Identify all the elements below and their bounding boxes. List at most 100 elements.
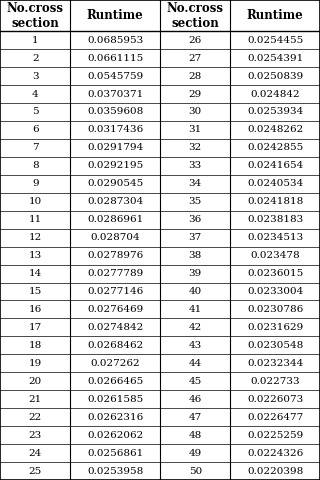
Text: 0.0261585: 0.0261585 <box>87 395 143 404</box>
Text: 0.0250839: 0.0250839 <box>247 72 303 81</box>
Text: 0.0545759: 0.0545759 <box>87 72 143 81</box>
Text: No.cross
section: No.cross section <box>167 1 224 30</box>
Text: 0.022733: 0.022733 <box>250 377 300 386</box>
Text: 9: 9 <box>32 180 38 188</box>
Text: 0.0240534: 0.0240534 <box>247 180 303 188</box>
Text: 40: 40 <box>188 287 202 296</box>
Text: 35: 35 <box>188 197 202 206</box>
Text: 0.0248262: 0.0248262 <box>247 125 303 134</box>
Text: 14: 14 <box>28 269 42 278</box>
Text: 32: 32 <box>188 144 202 152</box>
Text: 38: 38 <box>188 251 202 260</box>
Text: 0.0253934: 0.0253934 <box>247 108 303 117</box>
Text: 0.027262: 0.027262 <box>90 359 140 368</box>
Text: 5: 5 <box>32 108 38 117</box>
Text: 36: 36 <box>188 215 202 224</box>
Text: 0.0236015: 0.0236015 <box>247 269 303 278</box>
Text: 42: 42 <box>188 323 202 332</box>
Text: 0.0262316: 0.0262316 <box>87 413 143 421</box>
Text: 0.0292195: 0.0292195 <box>87 161 143 170</box>
Text: 0.0661115: 0.0661115 <box>87 54 143 62</box>
Text: 17: 17 <box>28 323 42 332</box>
Text: 39: 39 <box>188 269 202 278</box>
Text: 0.0220398: 0.0220398 <box>247 467 303 476</box>
Text: 0.0232344: 0.0232344 <box>247 359 303 368</box>
Text: 0.0370371: 0.0370371 <box>87 90 143 98</box>
Text: 0.0262062: 0.0262062 <box>87 431 143 440</box>
Text: 26: 26 <box>188 36 202 45</box>
Text: 0.0291794: 0.0291794 <box>87 144 143 152</box>
Text: 0.0277146: 0.0277146 <box>87 287 143 296</box>
Text: 49: 49 <box>188 449 202 457</box>
Text: 0.0226073: 0.0226073 <box>247 395 303 404</box>
Text: 7: 7 <box>32 144 38 152</box>
Text: 0.024842: 0.024842 <box>250 90 300 98</box>
Text: 10: 10 <box>28 197 42 206</box>
Text: 23: 23 <box>28 431 42 440</box>
Text: 12: 12 <box>28 233 42 242</box>
Text: 0.0278976: 0.0278976 <box>87 251 143 260</box>
Text: 0.0266465: 0.0266465 <box>87 377 143 386</box>
Text: 0.0276469: 0.0276469 <box>87 305 143 314</box>
Text: 46: 46 <box>188 395 202 404</box>
Text: 11: 11 <box>28 215 42 224</box>
Text: 37: 37 <box>188 233 202 242</box>
Text: Runtime: Runtime <box>247 9 304 22</box>
Text: 0.0230548: 0.0230548 <box>247 341 303 350</box>
Text: 45: 45 <box>188 377 202 386</box>
Text: 0.0359608: 0.0359608 <box>87 108 143 117</box>
Text: 0.0224326: 0.0224326 <box>247 449 303 457</box>
Text: 0.0238183: 0.0238183 <box>247 215 303 224</box>
Text: 24: 24 <box>28 449 42 457</box>
Text: 0.028704: 0.028704 <box>90 233 140 242</box>
Text: 0.0290545: 0.0290545 <box>87 180 143 188</box>
Text: 13: 13 <box>28 251 42 260</box>
Text: 1: 1 <box>32 36 38 45</box>
Text: 6: 6 <box>32 125 38 134</box>
Text: 27: 27 <box>188 54 202 62</box>
Text: 0.023478: 0.023478 <box>250 251 300 260</box>
Text: 0.0274842: 0.0274842 <box>87 323 143 332</box>
Text: 0.0233004: 0.0233004 <box>247 287 303 296</box>
Text: 16: 16 <box>28 305 42 314</box>
Text: 21: 21 <box>28 395 42 404</box>
Text: 15: 15 <box>28 287 42 296</box>
Text: 47: 47 <box>188 413 202 421</box>
Text: 0.0317436: 0.0317436 <box>87 125 143 134</box>
Text: 0.0253958: 0.0253958 <box>87 467 143 476</box>
Text: 29: 29 <box>188 90 202 98</box>
Text: 3: 3 <box>32 72 38 81</box>
Text: 44: 44 <box>188 359 202 368</box>
Text: 18: 18 <box>28 341 42 350</box>
Text: 50: 50 <box>188 467 202 476</box>
Text: 43: 43 <box>188 341 202 350</box>
Text: 0.0286961: 0.0286961 <box>87 215 143 224</box>
Text: 31: 31 <box>188 125 202 134</box>
Text: 0.0254391: 0.0254391 <box>247 54 303 62</box>
Text: 0.0277789: 0.0277789 <box>87 269 143 278</box>
Text: 0.0256861: 0.0256861 <box>87 449 143 457</box>
Text: 34: 34 <box>188 180 202 188</box>
Text: 22: 22 <box>28 413 42 421</box>
Text: 0.0234513: 0.0234513 <box>247 233 303 242</box>
Text: 20: 20 <box>28 377 42 386</box>
Text: 0.0230786: 0.0230786 <box>247 305 303 314</box>
Text: 0.0231629: 0.0231629 <box>247 323 303 332</box>
Text: 0.0287304: 0.0287304 <box>87 197 143 206</box>
Text: 0.0242855: 0.0242855 <box>247 144 303 152</box>
Text: 30: 30 <box>188 108 202 117</box>
Text: 8: 8 <box>32 161 38 170</box>
Text: 0.0685953: 0.0685953 <box>87 36 143 45</box>
Text: 28: 28 <box>188 72 202 81</box>
Text: No.cross
section: No.cross section <box>7 1 64 30</box>
Text: 19: 19 <box>28 359 42 368</box>
Text: 0.0268462: 0.0268462 <box>87 341 143 350</box>
Text: 41: 41 <box>188 305 202 314</box>
Text: Runtime: Runtime <box>87 9 144 22</box>
Text: 2: 2 <box>32 54 38 62</box>
Text: 48: 48 <box>188 431 202 440</box>
Text: 0.0226477: 0.0226477 <box>247 413 303 421</box>
Text: 0.0254455: 0.0254455 <box>247 36 303 45</box>
Text: 33: 33 <box>188 161 202 170</box>
Text: 0.0241654: 0.0241654 <box>247 161 303 170</box>
